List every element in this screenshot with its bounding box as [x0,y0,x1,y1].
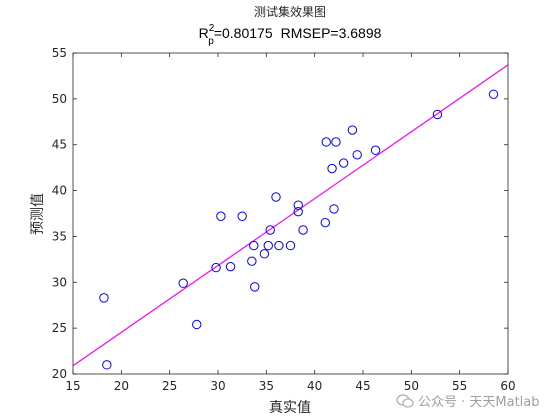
y-tick-label: 50 [52,92,67,106]
r2-symbol: R [199,25,209,41]
data-point [216,211,226,221]
data-point [298,225,308,235]
data-point [488,89,499,99]
chart-subtitle-metrics: R2 p=0.80175 RMSEP=3.6898 [199,23,382,47]
x-tick-label: 40 [307,379,322,393]
rmsep-value: RMSEP=3.6898 [281,25,382,41]
y-tick-label: 25 [52,321,67,335]
fit-line [72,64,509,367]
r2-value: =0.80175 [214,25,273,41]
r2-superscript: 2 [209,23,215,34]
plot-area [73,53,508,374]
axes-frame [72,52,509,375]
data-point [352,150,362,160]
data-point [274,240,284,251]
data-point [329,204,339,214]
y-tick-label: 55 [52,46,67,60]
y-tick-label: 45 [52,138,67,152]
data-point [247,256,257,266]
data-point [327,163,337,174]
data-point [178,278,188,288]
watermark-text: 公众号 · 天天Matlab [418,395,540,410]
data-point [331,137,341,147]
data-point [211,262,221,273]
data-point [225,261,236,272]
data-point [259,249,270,259]
x-tick-label: 25 [162,379,177,393]
y-tick-label: 20 [52,367,67,381]
y-tick-label: 40 [52,184,67,198]
data-point [237,211,247,221]
x-tick-label: 50 [404,379,419,393]
data-point [263,240,273,251]
data-point [192,319,202,330]
wechat-icon [396,393,414,408]
data-point [249,240,259,251]
x-tick-label: 35 [259,379,274,393]
x-axis-label: 真实值 [269,400,311,416]
watermark: 公众号 · 天天Matlab [396,391,540,410]
x-tick-label: 45 [355,379,370,393]
x-tick-label: 55 [452,379,467,393]
data-point [347,125,358,135]
data-point [293,206,303,217]
data-point [265,225,275,235]
data-point [370,145,381,155]
y-tick-label: 35 [52,229,67,243]
data-point [102,360,112,370]
chart-title: 测试集效果图 [254,4,326,19]
data-point [285,240,296,251]
data-point [432,109,443,120]
data-point [99,293,109,303]
data-point [271,192,281,202]
data-point [293,200,303,210]
x-tick-label: 60 [500,379,515,393]
data-point [338,158,349,168]
x-tick-label: 30 [210,379,225,393]
x-tick-label: 20 [114,379,129,393]
data-point [320,217,330,228]
data-point [321,137,331,147]
data-point [250,282,260,292]
x-tick-label: 15 [65,379,80,393]
r2-subscript: p [208,36,214,47]
y-tick-label: 30 [52,275,67,289]
y-axis-label: 预测值 [30,193,46,235]
